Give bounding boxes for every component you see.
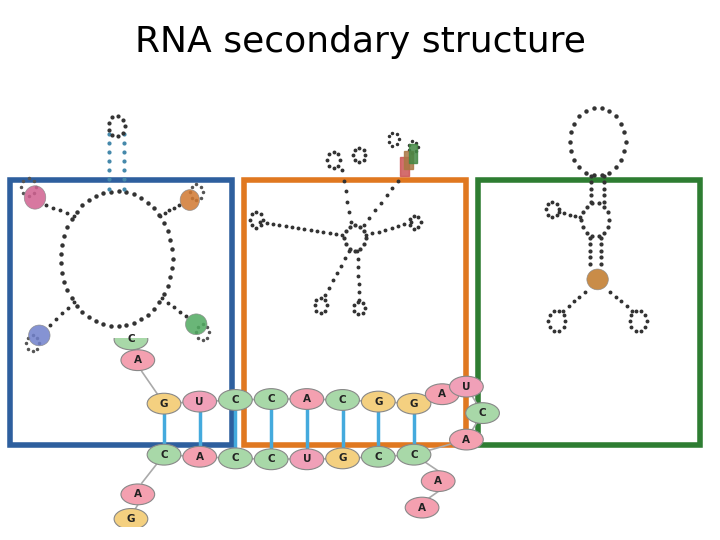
Ellipse shape <box>29 325 50 346</box>
Ellipse shape <box>290 389 324 409</box>
Text: G: G <box>338 454 347 463</box>
Text: G: G <box>127 514 135 524</box>
Ellipse shape <box>147 393 181 414</box>
Text: C: C <box>232 395 239 405</box>
Text: C: C <box>479 408 486 418</box>
Text: C: C <box>232 454 239 463</box>
Text: G: G <box>410 399 418 409</box>
Ellipse shape <box>361 391 395 412</box>
Ellipse shape <box>421 471 455 491</box>
Text: U: U <box>195 396 204 407</box>
Ellipse shape <box>449 429 483 450</box>
Ellipse shape <box>325 448 359 469</box>
Ellipse shape <box>147 444 181 465</box>
Text: G: G <box>160 399 168 409</box>
Text: A: A <box>462 435 470 444</box>
Text: A: A <box>303 394 311 404</box>
Ellipse shape <box>361 447 395 467</box>
Bar <box>409 144 418 163</box>
Ellipse shape <box>254 449 288 470</box>
Bar <box>244 180 466 445</box>
Ellipse shape <box>183 447 217 467</box>
Text: C: C <box>374 452 382 462</box>
Text: C: C <box>267 394 275 404</box>
Text: U: U <box>462 382 471 392</box>
Ellipse shape <box>121 350 155 370</box>
Ellipse shape <box>397 444 431 465</box>
Text: C: C <box>267 454 275 464</box>
Text: C: C <box>161 450 168 460</box>
Text: A: A <box>134 355 142 365</box>
Text: C: C <box>410 450 418 460</box>
Text: A: A <box>438 389 446 399</box>
Ellipse shape <box>219 389 252 410</box>
Text: A: A <box>434 476 442 486</box>
Ellipse shape <box>121 484 155 505</box>
Text: C: C <box>339 395 346 405</box>
Text: A: A <box>196 452 204 462</box>
Ellipse shape <box>24 186 46 209</box>
Text: C: C <box>127 334 135 345</box>
Ellipse shape <box>587 269 608 290</box>
Text: A: A <box>134 489 142 500</box>
Text: U: U <box>302 454 311 464</box>
Ellipse shape <box>180 190 199 211</box>
Bar <box>405 151 413 169</box>
Ellipse shape <box>114 509 148 529</box>
Ellipse shape <box>449 376 483 397</box>
Text: RNA secondary structure: RNA secondary structure <box>135 25 585 59</box>
Bar <box>400 157 409 176</box>
Text: A: A <box>418 503 426 512</box>
Ellipse shape <box>426 384 459 404</box>
Ellipse shape <box>466 403 500 423</box>
Ellipse shape <box>397 393 431 414</box>
Ellipse shape <box>405 497 439 518</box>
Text: G: G <box>374 396 382 407</box>
Ellipse shape <box>219 448 252 469</box>
Ellipse shape <box>114 329 148 350</box>
Ellipse shape <box>254 389 288 409</box>
Ellipse shape <box>183 391 217 412</box>
Ellipse shape <box>186 314 207 335</box>
Ellipse shape <box>290 449 324 470</box>
Bar <box>478 180 700 445</box>
Ellipse shape <box>325 389 359 410</box>
Bar <box>10 180 232 445</box>
